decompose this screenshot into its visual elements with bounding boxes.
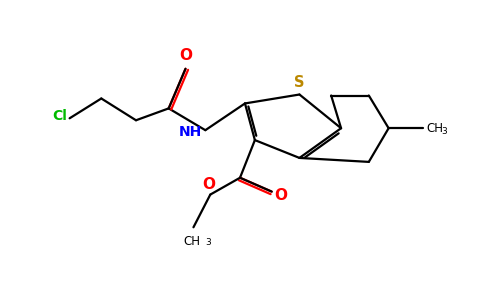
Text: Cl: Cl	[52, 109, 67, 123]
Text: O: O	[275, 188, 287, 203]
Text: 3: 3	[441, 127, 447, 136]
Text: CH: CH	[183, 235, 200, 248]
Text: 3: 3	[205, 238, 211, 247]
Text: CH: CH	[426, 122, 443, 135]
Text: NH: NH	[179, 125, 202, 139]
Text: S: S	[294, 75, 305, 90]
Text: O: O	[179, 48, 192, 63]
Text: O: O	[202, 177, 215, 192]
